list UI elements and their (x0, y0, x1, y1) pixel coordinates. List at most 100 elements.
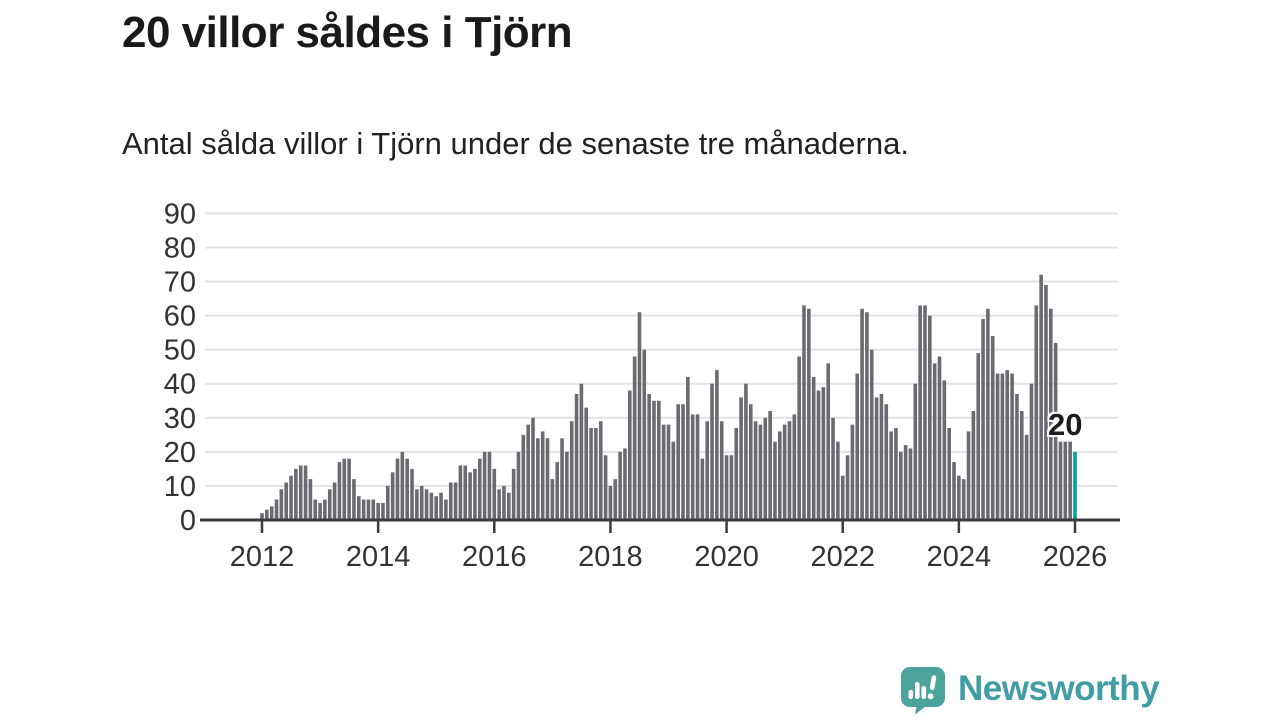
bar (395, 458, 400, 520)
bar (657, 400, 661, 520)
bar (840, 475, 845, 520)
bar (376, 502, 380, 520)
bar (565, 451, 569, 520)
bar (889, 431, 893, 520)
bar (1034, 305, 1039, 520)
bar (937, 356, 942, 520)
bar (269, 506, 274, 520)
bar (1005, 370, 1010, 520)
x-tick-label: 2026 (1043, 541, 1108, 573)
bar (869, 349, 874, 520)
bar (816, 390, 821, 520)
bar (807, 308, 811, 520)
y-tick-label: 60 (164, 301, 196, 333)
bar (453, 482, 458, 520)
y-tick-label: 80 (164, 232, 196, 264)
bar (458, 465, 463, 520)
x-tick-label: 2024 (927, 541, 992, 573)
logo-bar-tall (915, 682, 920, 699)
bars (260, 274, 1077, 520)
bar (555, 462, 559, 520)
bar (1063, 441, 1068, 520)
y-tick-label: 40 (164, 369, 196, 401)
y-tick-label: 10 (164, 471, 196, 503)
bar (594, 428, 598, 520)
bar (923, 305, 927, 520)
x-tick-label: 2016 (462, 541, 527, 573)
bar (598, 421, 603, 520)
bar (448, 482, 453, 520)
bar (918, 305, 922, 520)
bar (884, 404, 889, 520)
x-axis-ticks (260, 520, 1077, 533)
bar (642, 349, 647, 520)
bar (1024, 434, 1029, 520)
bar (390, 472, 395, 520)
bar (1044, 284, 1048, 520)
latest-value-annotation: 20 (1048, 407, 1083, 442)
bar (487, 451, 492, 520)
bar (758, 424, 763, 520)
bar (836, 441, 840, 520)
x-tick-label: 2014 (346, 541, 411, 573)
y-tick-label: 50 (164, 335, 196, 367)
bar (874, 397, 879, 520)
bar (298, 465, 303, 520)
bar (971, 411, 976, 520)
bar (763, 417, 768, 520)
x-tick-label: 2022 (810, 541, 875, 573)
bar (1010, 373, 1014, 520)
bar (429, 492, 434, 520)
bar (574, 393, 579, 520)
bar (507, 492, 511, 520)
bar (913, 383, 918, 520)
bar (444, 499, 448, 520)
bar (860, 308, 864, 520)
bar (792, 414, 797, 520)
bar (744, 383, 748, 520)
bar (802, 305, 806, 520)
bar (961, 479, 966, 520)
bar (778, 431, 782, 520)
bar (318, 502, 322, 520)
bar (715, 370, 719, 520)
bar (908, 448, 913, 520)
bar (589, 428, 593, 520)
bar (410, 468, 414, 520)
bar (700, 458, 705, 520)
bar (294, 468, 298, 520)
chart-subtitle: Antal sålda villor i Tjörn under de sena… (122, 126, 909, 161)
bar (753, 421, 758, 520)
bar (584, 407, 589, 520)
bar (608, 485, 613, 520)
bar (613, 479, 618, 520)
bar (782, 424, 787, 520)
bar (676, 404, 680, 520)
y-tick-label: 90 (164, 198, 196, 230)
bar (289, 475, 293, 520)
bar (347, 458, 351, 520)
bar (768, 411, 772, 520)
bar (976, 353, 981, 520)
highlighted-bar (1073, 451, 1077, 520)
bar (773, 441, 777, 520)
x-tick-label: 2012 (230, 541, 295, 573)
bar (850, 424, 855, 520)
bar (686, 376, 690, 520)
bar (966, 431, 971, 520)
bar (811, 376, 816, 520)
bar (361, 499, 366, 520)
logo-bar-mid (921, 686, 927, 699)
bar (482, 451, 487, 520)
bar (545, 438, 550, 520)
bar (748, 404, 753, 520)
bar (942, 380, 947, 520)
bar (632, 356, 637, 520)
bar (710, 383, 714, 520)
y-tick-label: 70 (164, 267, 196, 299)
bar (531, 417, 535, 520)
bar (327, 489, 332, 520)
bar (981, 319, 985, 520)
bar (695, 414, 700, 520)
